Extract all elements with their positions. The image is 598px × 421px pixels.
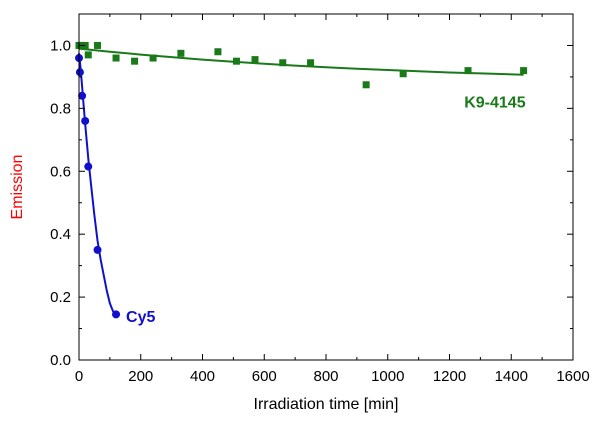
data-point-k9-4145 bbox=[362, 81, 370, 89]
data-point-k9-4145 bbox=[131, 57, 139, 65]
y-tick-label: 0.6 bbox=[50, 163, 71, 180]
y-axis-label: Emission bbox=[9, 155, 26, 220]
y-tick-label: 0.8 bbox=[50, 100, 71, 117]
data-point-k9-4145 bbox=[232, 57, 240, 65]
data-point-k9-4145 bbox=[307, 59, 315, 67]
x-tick-label: 1000 bbox=[371, 368, 404, 385]
data-markers bbox=[75, 41, 528, 319]
data-point-k9-4145 bbox=[251, 56, 259, 64]
data-point-k9-4145 bbox=[399, 70, 407, 78]
data-point-k9-4145 bbox=[149, 54, 157, 62]
x-tick-label: 1400 bbox=[495, 368, 528, 385]
data-point-k9-4145 bbox=[464, 67, 472, 75]
data-point-cy5 bbox=[112, 310, 121, 319]
x-tick-label: 200 bbox=[128, 368, 153, 385]
fit-curves bbox=[78, 47, 524, 317]
series-labels: K9-4145 Cy5 bbox=[126, 95, 526, 326]
axis-tick-labels: 0 200 400 600 800 1000 1200 1400 1600 0.0 0.2 0.4 0.… bbox=[50, 37, 590, 385]
data-point-k9-4145 bbox=[520, 67, 528, 75]
axis-ticks bbox=[78, 13, 574, 361]
x-tick-label: 1200 bbox=[433, 368, 466, 385]
data-point-k9-4145 bbox=[279, 59, 287, 67]
data-point-k9-4145 bbox=[112, 54, 120, 62]
data-point-cy5 bbox=[81, 116, 90, 125]
fit-curve-k9-4145 bbox=[78, 47, 524, 76]
x-tick-label: 800 bbox=[313, 368, 338, 385]
series-label-cy5: Cy5 bbox=[126, 309, 155, 326]
data-point-cy5 bbox=[78, 91, 87, 100]
data-point-k9-4145 bbox=[81, 41, 89, 49]
x-tick-label: 400 bbox=[190, 368, 215, 385]
x-tick-label: 1600 bbox=[556, 368, 589, 385]
x-tick-label: 600 bbox=[252, 368, 277, 385]
data-point-k9-4145 bbox=[94, 41, 102, 49]
data-point-k9-4145 bbox=[84, 51, 92, 59]
data-point-k9-4145 bbox=[214, 48, 222, 56]
y-tick-label: 0.0 bbox=[50, 352, 71, 369]
x-axis-label: Irradiation time [min] bbox=[254, 396, 399, 413]
y-tick-label: 0.2 bbox=[50, 289, 71, 306]
data-point-cy5 bbox=[75, 68, 84, 77]
data-point-cy5 bbox=[93, 245, 102, 254]
data-point-cy5 bbox=[84, 162, 93, 171]
x-tick-label: 0 bbox=[75, 368, 83, 385]
y-tick-label: 1.0 bbox=[50, 37, 71, 54]
y-tick-label: 0.4 bbox=[50, 226, 71, 243]
data-point-k9-4145 bbox=[177, 49, 185, 57]
series-label-k9-4145: K9-4145 bbox=[464, 95, 525, 112]
